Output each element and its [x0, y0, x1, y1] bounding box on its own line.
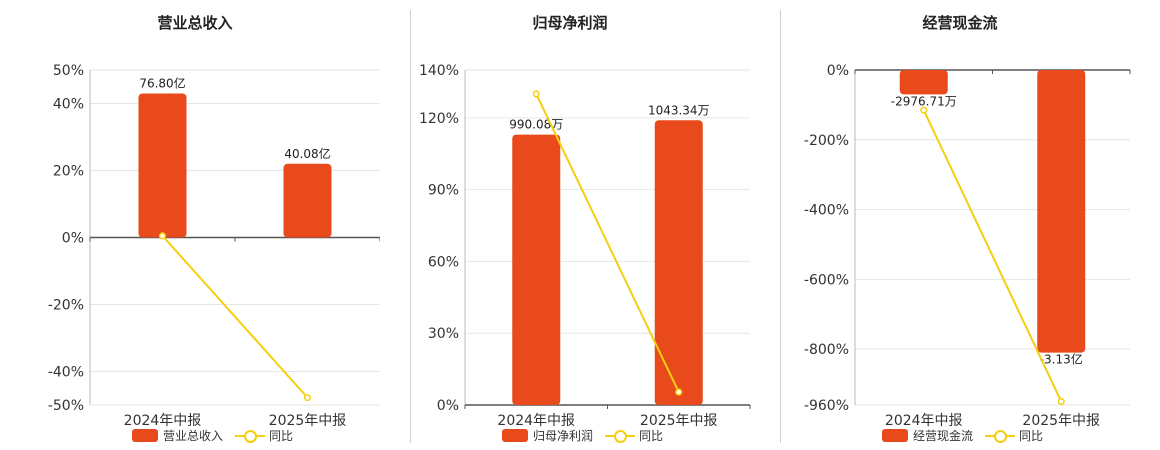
yoy-line [161, 235, 309, 399]
y-tick-label: 90% [428, 183, 459, 199]
y-tick-label: 60% [428, 254, 459, 270]
bar [654, 120, 703, 405]
y-tick-label: 120% [419, 111, 459, 127]
y-tick-label: -20% [48, 298, 84, 314]
yoy-line [535, 93, 680, 393]
legend-line-label: 同比 [269, 429, 294, 443]
panel-divider [410, 10, 411, 443]
y-tick-label: 20% [53, 164, 84, 180]
chart-title: 营业总收入 [157, 14, 233, 32]
y-tick-label: -50% [48, 398, 84, 414]
legend-line-swatch [985, 429, 1016, 443]
net-profit-chart-svg: 140% 120% 90% 60% 30% 0% 2024年中报 2025年中报 990.08万… [419, 63, 751, 429]
bar-value-label: 990.08万 [509, 118, 563, 132]
yoy-line [922, 109, 1063, 402]
y-tick-label: -400% [804, 203, 849, 219]
bar [283, 163, 332, 238]
x-category-label: 2025年中报 [1022, 413, 1100, 429]
chart-legend: 经营现金流 同比 [882, 427, 1043, 444]
x-category-label: 2024年中报 [497, 413, 575, 429]
bar-value-label: 76.80亿 [139, 75, 185, 90]
yoy-point [303, 394, 312, 402]
x-category-label: 2025年中报 [269, 413, 347, 429]
y-tick-label: 50% [53, 63, 84, 79]
y-tick-label: 0% [437, 398, 459, 414]
bar [512, 134, 561, 405]
yoy-point [532, 90, 540, 98]
legend-line-label: 同比 [639, 429, 664, 443]
legend-bar-swatch [132, 429, 158, 442]
revenue-chart-panel: 营业总收入 50% 40% 20% 0% -20% -40% -50% 2024年中报 2025… [10, 0, 380, 450]
yoy-point [1057, 397, 1065, 406]
bar-value-label: -3.13亿 [1040, 352, 1083, 367]
y-tick-label: 30% [428, 326, 459, 342]
x-category-label: 2024年中报 [885, 413, 963, 429]
legend-bar-label: 营业总收入 [163, 429, 224, 443]
x-category-label: 2025年中报 [640, 413, 718, 429]
yoy-point [158, 232, 167, 240]
bar-value-label: 40.08亿 [284, 146, 330, 161]
bar-value-label: 1043.34万 [648, 103, 710, 117]
y-tick-label: -40% [48, 365, 84, 381]
legend-line-swatch [605, 429, 636, 443]
legend-bar-label: 归母净利润 [533, 429, 594, 443]
y-tick-label: -200% [804, 133, 849, 149]
bar [1037, 70, 1086, 353]
cash-flow-chart-svg: 0% -200% -400% -600% -800% -960% 2024年中报 2025年中… [804, 63, 1131, 429]
revenue-chart-svg: 50% 40% 20% 0% -20% -40% -50% 2024年中报 2025年中报 76.… [48, 63, 380, 429]
panel-divider [780, 10, 781, 443]
legend-bar-label: 经营现金流 [913, 429, 974, 443]
legend-bar-swatch [502, 429, 528, 442]
chart-title: 归母净利润 [532, 14, 608, 32]
cash-flow-chart-panel: 经营现金流 0% -200% -400% -600% -800% -960% 2024年中报… [775, 0, 1145, 450]
chart-legend: 营业总收入 同比 [132, 427, 293, 444]
y-tick-label: -800% [804, 342, 849, 358]
yoy-point [920, 106, 928, 114]
y-tick-label: 0% [827, 63, 849, 79]
yoy-point [675, 388, 683, 396]
y-tick-label: -600% [804, 272, 849, 288]
y-tick-label: 140% [419, 63, 459, 79]
bar-value-label: -2976.71万 [891, 94, 957, 108]
legend-line-swatch [235, 429, 266, 443]
legend-bar-swatch [882, 429, 908, 442]
chart-legend: 归母净利润 同比 [502, 427, 663, 444]
legend-line-label: 同比 [1019, 429, 1044, 443]
y-tick-label: -960% [804, 398, 849, 414]
bar [138, 93, 187, 238]
y-tick-label: 0% [62, 231, 84, 247]
bar [899, 70, 948, 95]
chart-title: 经营现金流 [922, 14, 998, 32]
net-profit-chart-panel: 归母净利润 140% 120% 90% 60% 30% 0% 2024年中报 2025年中报 9… [385, 0, 755, 450]
x-category-label: 2024年中报 [124, 413, 202, 429]
y-tick-label: 40% [53, 97, 84, 113]
